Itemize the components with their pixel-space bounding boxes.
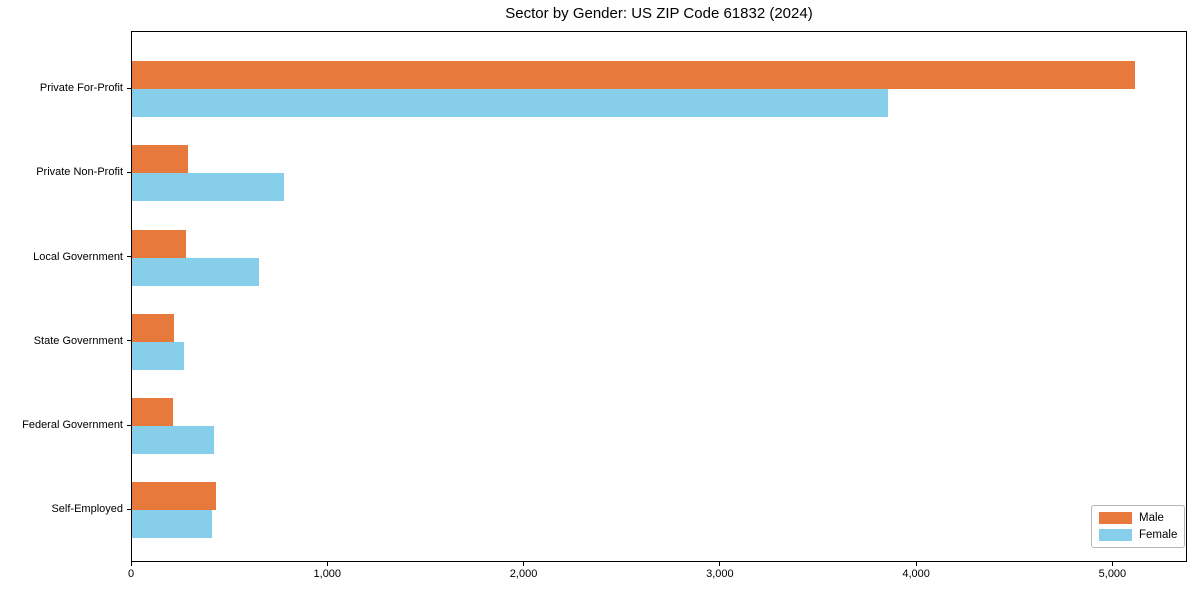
x-tick-label-2-000: 2,000 [509, 568, 538, 580]
legend-label-male: Male [1139, 512, 1164, 524]
bar-male-federal-government [132, 398, 174, 426]
bar-male-self-employed [132, 482, 217, 511]
y-tick-mark [127, 171, 131, 173]
legend-label-female: Female [1139, 529, 1178, 541]
legend-entry-male: Male [1099, 512, 1176, 524]
bar-male-private-for-profit [132, 61, 1135, 90]
x-tick-mark [719, 562, 721, 566]
x-tick-mark [915, 562, 917, 566]
x-tick-mark [130, 562, 132, 566]
x-tick-label-4-000: 4,000 [902, 568, 930, 580]
bar-male-state-government [132, 313, 175, 342]
bar-female-private-for-profit [132, 89, 888, 118]
bar-male-private-non-profit [132, 145, 188, 174]
x-tick-label-5-000: 5,000 [1098, 568, 1127, 580]
y-tick-mark [127, 87, 131, 89]
y-axis-label-self-employed: Self-Employed [51, 503, 123, 516]
y-axis-label-local-government: Local Government [33, 250, 123, 263]
x-tick-label-3-000: 3,000 [706, 568, 734, 580]
bar-female-federal-government [132, 426, 215, 454]
y-tick-mark [127, 340, 131, 342]
bar-male-local-government [132, 229, 186, 258]
y-axis-label-federal-government: Federal Government [22, 419, 123, 431]
y-axis-label-state-government: State Government [33, 334, 123, 347]
y-axis-label-private-for-profit: Private For-Profit [39, 82, 123, 95]
bar-female-local-government [132, 257, 259, 286]
x-tick-label-0: 0 [127, 568, 135, 580]
bar-female-state-government [132, 341, 184, 370]
x-tick-mark [326, 562, 328, 566]
y-tick-mark [127, 256, 131, 258]
y-axis-label-private-non-profit: Private Non-Profit [36, 166, 123, 179]
y-tick-mark [127, 508, 131, 510]
bar-female-self-employed [132, 510, 213, 539]
x-tick-mark [523, 562, 525, 566]
x-tick-label-1-000: 1,000 [313, 568, 342, 580]
legend: Male Female [1091, 505, 1185, 548]
legend-swatch-female [1099, 529, 1132, 541]
plot-area [131, 31, 1187, 562]
legend-swatch-male [1099, 512, 1132, 524]
bar-female-private-non-profit [132, 173, 285, 202]
x-tick-mark [1111, 562, 1113, 566]
y-tick-mark [127, 424, 131, 426]
legend-entry-female: Female [1099, 529, 1178, 541]
chart-title: Sector by Gender: US ZIP Code 61832 (202… [505, 5, 813, 22]
